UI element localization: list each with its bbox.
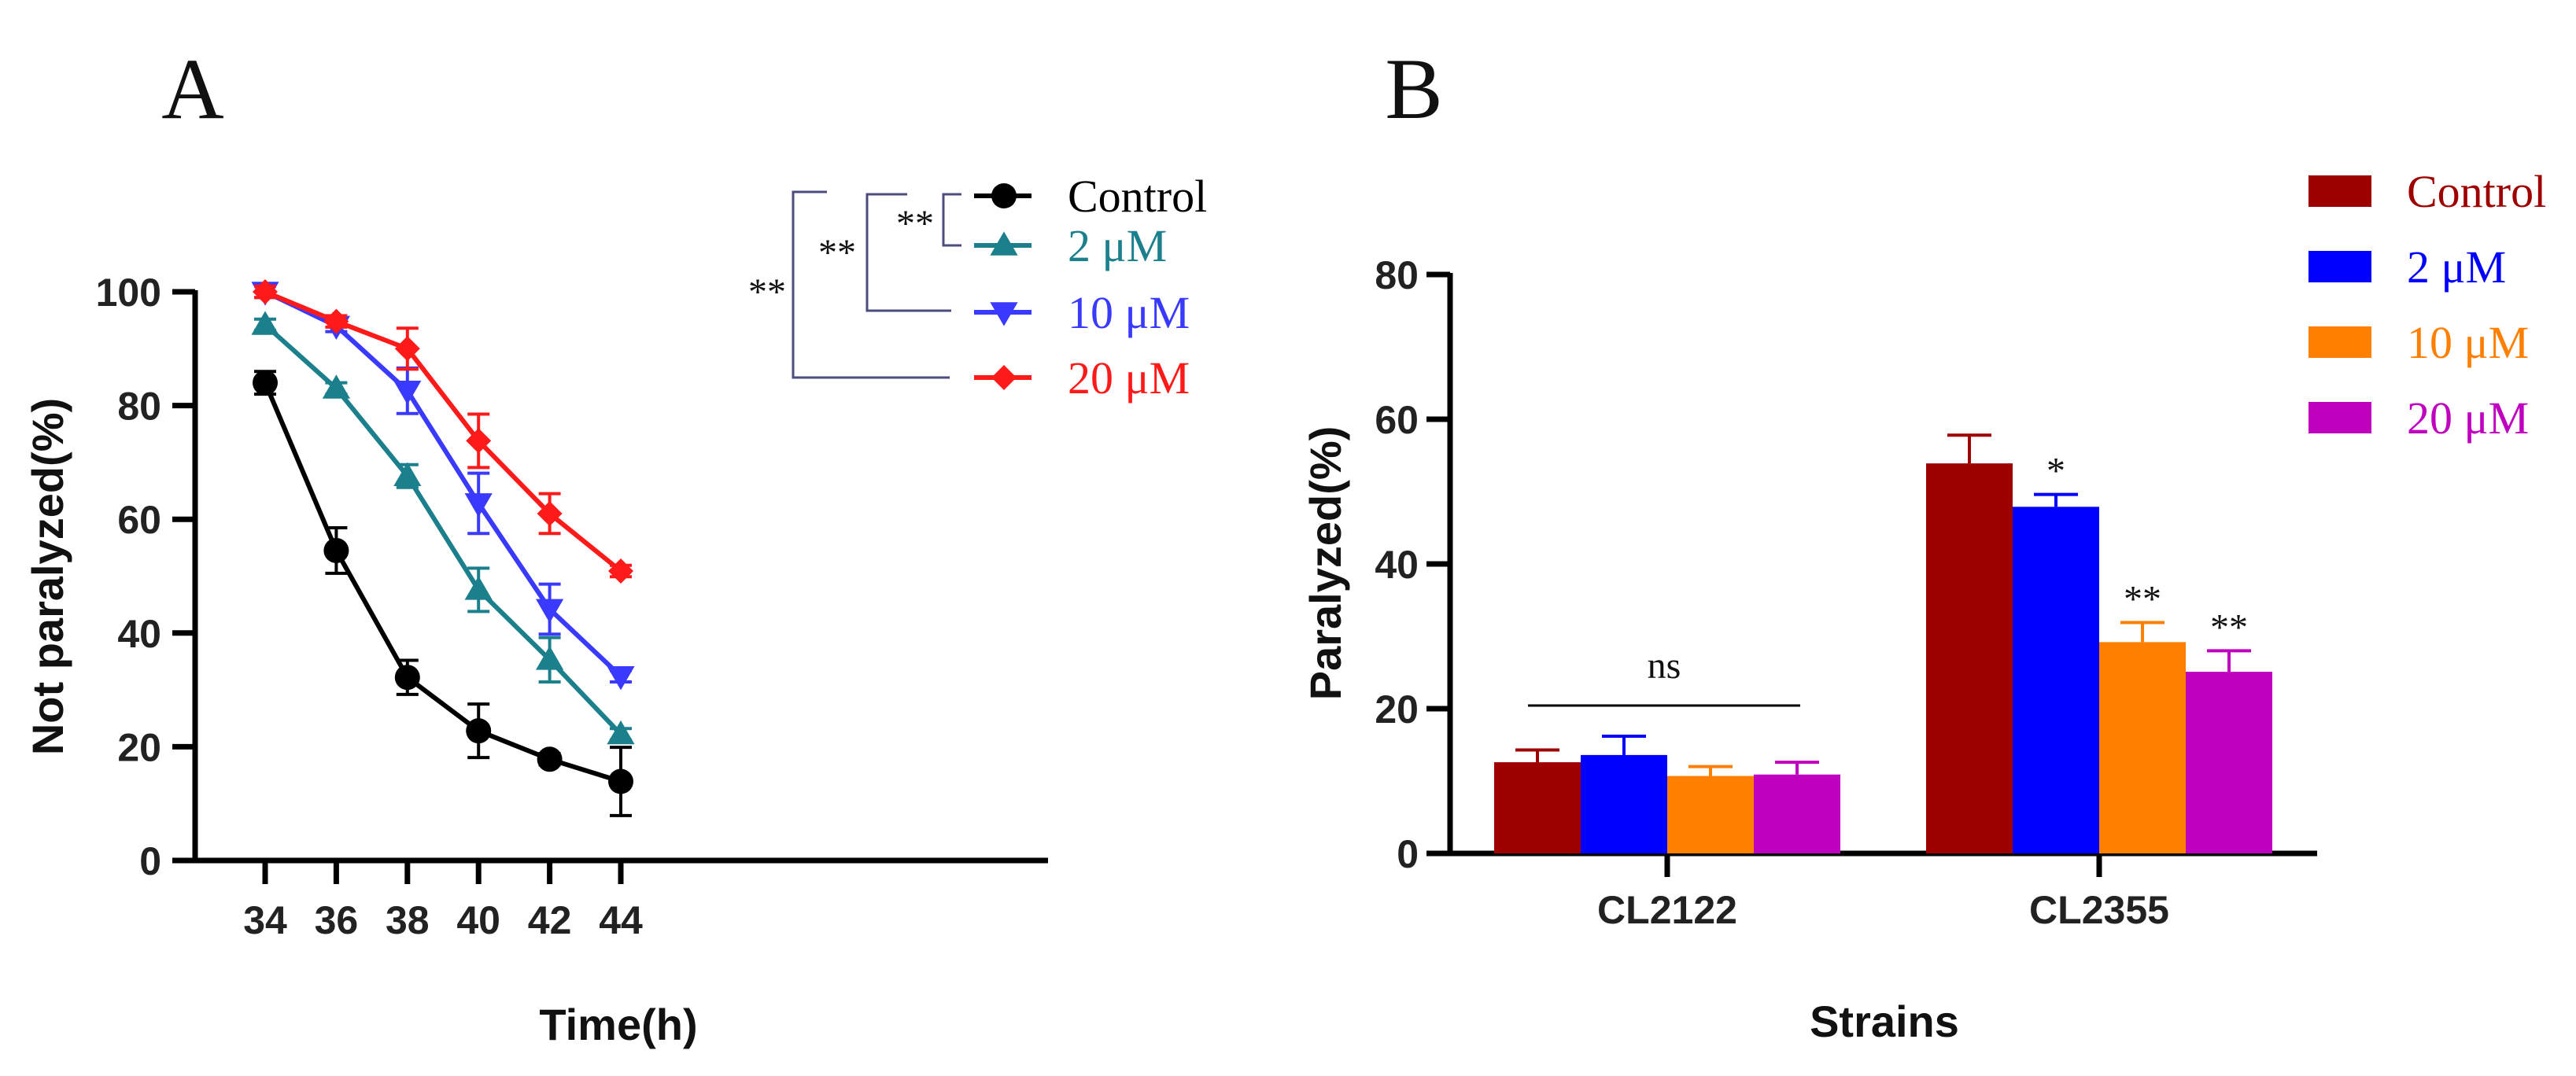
- legend-label: 2 μM: [1068, 220, 1167, 271]
- legend-item: 10 μM: [2308, 317, 2529, 368]
- significance-label: *: [2046, 451, 2065, 492]
- series-1: [251, 311, 635, 745]
- y-tick-label: 0: [139, 839, 161, 883]
- x-tick-label: 34: [243, 898, 287, 942]
- ns-label: ns: [1648, 645, 1681, 687]
- significance-bracket: [942, 193, 961, 247]
- data-point: [253, 370, 278, 396]
- x-tick-label: 40: [456, 898, 500, 942]
- significance-label: **: [896, 203, 934, 245]
- significance-label: **: [818, 232, 856, 274]
- y-tick-label: 20: [1375, 687, 1419, 731]
- data-point: [537, 746, 563, 772]
- panel-a-label: A: [161, 41, 223, 137]
- data-point: [393, 381, 422, 405]
- y-tick-label: 20: [117, 725, 161, 769]
- legend-marker: [990, 231, 1018, 256]
- data-point: [607, 665, 635, 691]
- chart-b-ylabel: Paralyzed(%): [1301, 426, 1350, 701]
- legend-marker: [991, 183, 1017, 208]
- data-point: [536, 599, 564, 624]
- data-point: [466, 428, 492, 454]
- y-tick-label: 40: [117, 612, 161, 656]
- series-0: [253, 370, 633, 817]
- legend-marker: [990, 302, 1018, 326]
- legend-item: 20 μM: [2308, 392, 2529, 444]
- y-tick-label: 40: [1375, 543, 1419, 587]
- data-point: [251, 311, 279, 335]
- legend-label: 10 μM: [2407, 317, 2529, 368]
- bar: [1754, 774, 1840, 853]
- data-point: [393, 462, 422, 487]
- legend-label: Control: [2407, 166, 2546, 217]
- data-point: [537, 500, 563, 526]
- data-point: [464, 493, 493, 518]
- data-point: [394, 665, 420, 691]
- significance-label: **: [2210, 606, 2248, 648]
- data-point: [323, 537, 349, 563]
- y-tick-label: 60: [1375, 398, 1419, 442]
- data-point: [608, 558, 633, 584]
- significance-label: **: [748, 271, 786, 313]
- legend-swatch: [2308, 175, 2371, 207]
- legend-label: 20 μM: [2407, 392, 2529, 444]
- legend-item: 2 μM: [2308, 241, 2506, 293]
- panel-b-label: B: [1385, 41, 1442, 137]
- series-line: [263, 381, 622, 784]
- data-point: [536, 646, 564, 670]
- legend-item: 2 μM: [974, 220, 1167, 271]
- data-point: [607, 720, 635, 745]
- legend-label: Control: [1068, 171, 1207, 222]
- y-tick-label: 0: [1397, 832, 1419, 876]
- y-tick-label: 80: [117, 385, 161, 429]
- bar: [1494, 762, 1581, 853]
- bar: [1926, 463, 2013, 853]
- legend-swatch: [2308, 251, 2371, 282]
- legend-marker: [991, 365, 1017, 390]
- y-tick-label: 80: [1375, 253, 1419, 297]
- x-tick-label: 44: [599, 898, 643, 942]
- data-point: [608, 768, 633, 794]
- series-line: [264, 289, 623, 678]
- bar: [1667, 776, 1754, 853]
- data-point: [394, 336, 420, 362]
- data-point: [466, 718, 492, 744]
- chart-a-xlabel: Time(h): [539, 1000, 697, 1049]
- bar: [2013, 507, 2099, 853]
- series-line: [263, 322, 623, 736]
- data-point: [464, 576, 493, 600]
- chart-a-ylabel: Not paralyzed(%): [23, 398, 72, 755]
- x-tick-label: CL2122: [1597, 888, 1737, 932]
- x-tick-label: 38: [386, 898, 430, 942]
- legend-swatch: [2308, 402, 2371, 433]
- chart-b-xlabel: Strains: [1810, 997, 1959, 1046]
- legend-label: 2 μM: [2407, 241, 2506, 293]
- legend-item: Control: [2308, 166, 2546, 217]
- x-tick-label: CL2355: [2029, 888, 2169, 932]
- x-tick-label: 36: [315, 898, 359, 942]
- bar: [2099, 642, 2186, 853]
- significance-bracket: [792, 190, 950, 379]
- legend-swatch: [2308, 326, 2371, 358]
- data-point: [323, 308, 349, 334]
- series-line: [264, 289, 622, 573]
- bar: [1581, 754, 1667, 853]
- legend-label: 10 μM: [1068, 287, 1190, 338]
- legend-item: 20 μM: [974, 352, 1190, 404]
- legend-item: 10 μM: [974, 287, 1190, 338]
- x-tick-label: 42: [528, 898, 572, 942]
- legend-label: 20 μM: [1068, 352, 1190, 404]
- significance-bracket: [865, 193, 951, 312]
- data-point: [322, 374, 350, 399]
- legend-item: Control: [974, 171, 1207, 222]
- y-tick-label: 100: [96, 271, 161, 315]
- data-point: [253, 279, 278, 304]
- bar: [2186, 672, 2272, 853]
- series-3: [253, 279, 633, 584]
- significance-label: **: [2124, 579, 2161, 621]
- y-tick-label: 60: [117, 498, 161, 542]
